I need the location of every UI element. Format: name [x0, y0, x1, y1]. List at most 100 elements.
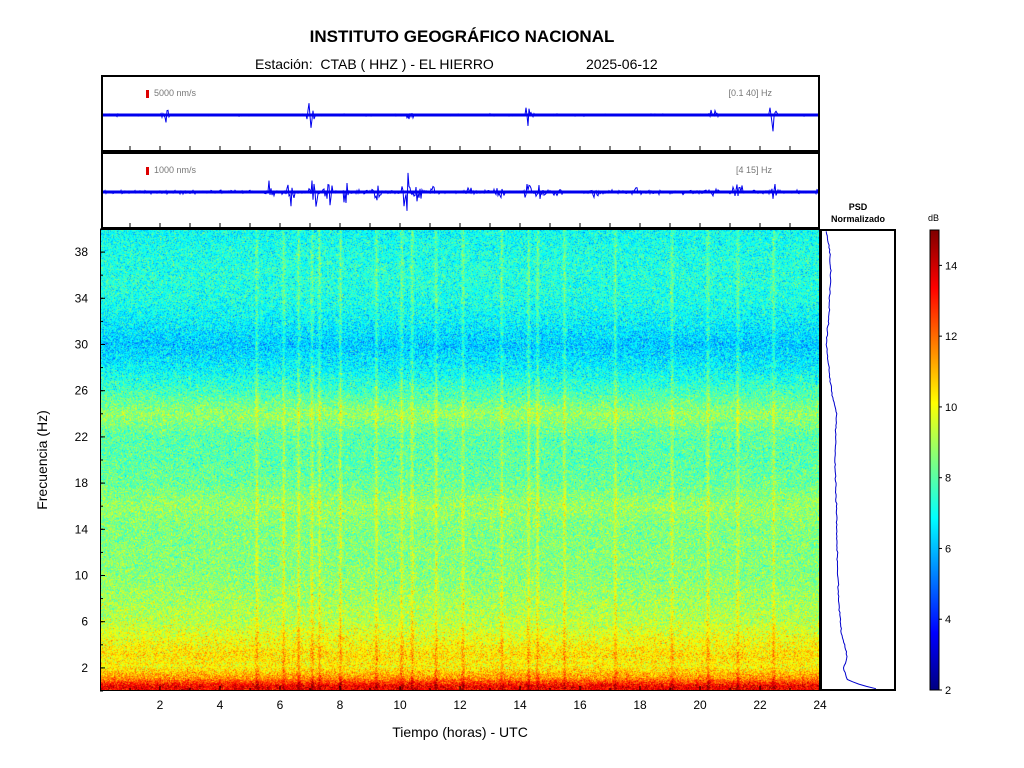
colorbar-segment — [930, 407, 939, 409]
colorbar-segment — [930, 633, 939, 635]
colorbar-segment — [930, 426, 939, 428]
x-tick-label: 2 — [157, 698, 164, 712]
colorbar-segment — [930, 318, 939, 320]
colorbar-segment — [930, 461, 939, 463]
x-tick-label: 8 — [337, 698, 344, 712]
colorbar-segment — [930, 489, 939, 491]
colorbar-segment — [930, 251, 939, 253]
colorbar-segment — [930, 604, 939, 606]
colorbar-segment — [930, 320, 939, 322]
colorbar-segment — [930, 599, 939, 601]
colorbar-segment — [930, 571, 939, 573]
colorbar-segment — [930, 390, 939, 392]
colorbar-segment — [930, 439, 939, 441]
colorbar-segment — [930, 443, 939, 445]
colorbar-segment — [930, 507, 939, 509]
colorbar-segment — [930, 533, 939, 535]
colorbar-segment — [930, 622, 939, 624]
colorbar-segment — [930, 674, 939, 676]
colorbar-segment — [930, 447, 939, 449]
colorbar-segment — [930, 397, 939, 399]
colorbar-segment — [930, 351, 939, 353]
x-tick-label: 24 — [813, 698, 827, 712]
colorbar-segment — [930, 431, 939, 433]
colorbar-segment — [930, 245, 939, 247]
colorbar-segment — [930, 386, 939, 388]
colorbar-frame — [929, 229, 940, 691]
colorbar-segment — [930, 310, 939, 312]
colorbar-segment — [930, 543, 939, 545]
colorbar-segment — [930, 331, 939, 333]
colorbar-segment — [930, 617, 939, 619]
colorbar-segment — [930, 620, 939, 622]
colorbar-segment — [930, 388, 939, 390]
colorbar-segment — [930, 267, 939, 269]
colorbar-segment — [930, 585, 939, 587]
colorbar-segment — [930, 669, 939, 671]
x-tick-label: 18 — [633, 698, 647, 712]
colorbar-segment — [930, 427, 939, 429]
colorbar-segment — [930, 248, 939, 250]
colorbar-segment — [930, 502, 939, 504]
colorbar-segment — [930, 558, 939, 560]
colorbar-segment — [930, 517, 939, 519]
colorbar-segment — [930, 665, 939, 667]
colorbar-segment — [930, 313, 939, 315]
colorbar-segment — [930, 516, 939, 518]
psd-title-line2: Normalizado — [830, 214, 885, 224]
y-axis-label: Frecuencia (Hz) — [34, 410, 50, 510]
colorbar-segment — [930, 464, 939, 466]
colorbar-segment — [930, 641, 939, 643]
colorbar-segment — [930, 409, 939, 411]
colorbar-segment — [930, 513, 939, 515]
colorbar-segment — [930, 278, 939, 280]
colorbar-segment — [930, 651, 939, 653]
colorbar-segment — [930, 235, 939, 237]
colorbar-segment — [930, 580, 939, 582]
colorbar-segment — [930, 514, 939, 516]
colorbar-segment — [930, 522, 939, 524]
colorbar-segment — [930, 635, 939, 637]
colorbar-segment — [930, 272, 939, 274]
colorbar-segment — [930, 366, 939, 368]
colorbar-segment — [930, 671, 939, 673]
colorbar-segment — [930, 394, 939, 396]
y-tick-label: 18 — [75, 476, 89, 490]
colorbar-segment — [930, 569, 939, 571]
colorbar-segment — [930, 280, 939, 282]
colorbar-segment — [930, 284, 939, 286]
colorbar-tick-label: 12 — [945, 331, 957, 343]
colorbar-segment — [930, 384, 939, 386]
colorbar-segment — [930, 542, 939, 544]
colorbar-segment — [930, 262, 939, 264]
colorbar-segment — [930, 321, 939, 323]
colorbar-segment — [930, 466, 939, 468]
colorbar-segment — [930, 634, 939, 636]
colorbar-segment — [930, 303, 939, 305]
colorbar-segment — [930, 266, 939, 268]
colorbar-segment — [930, 454, 939, 456]
colorbar-segment — [930, 368, 939, 370]
station-label: Estación: CTAB ( HHZ ) - EL HIERRO — [255, 56, 494, 72]
colorbar-segment — [930, 287, 939, 289]
colorbar-segment — [930, 350, 939, 352]
colorbar-segment — [930, 535, 939, 537]
colorbar-segment — [930, 367, 939, 369]
colorbar-segment — [930, 490, 939, 492]
colorbar-segment — [930, 442, 939, 444]
colorbar-segment — [930, 579, 939, 581]
colorbar-segment — [930, 308, 939, 310]
date-label: 2025-06-12 — [586, 56, 658, 72]
colorbar-segment — [930, 577, 939, 579]
colorbar-segment — [930, 422, 939, 424]
colorbar-segment — [930, 608, 939, 610]
colorbar-segment — [930, 562, 939, 564]
colorbar-segment — [930, 467, 939, 469]
trace-baseline — [103, 190, 818, 194]
colorbar-segment — [930, 335, 939, 337]
y-tick-label: 14 — [75, 522, 89, 536]
colorbar-segment — [930, 644, 939, 646]
colorbar-segment — [930, 249, 939, 251]
colorbar-segment — [930, 506, 939, 508]
colorbar-segment — [930, 504, 939, 506]
